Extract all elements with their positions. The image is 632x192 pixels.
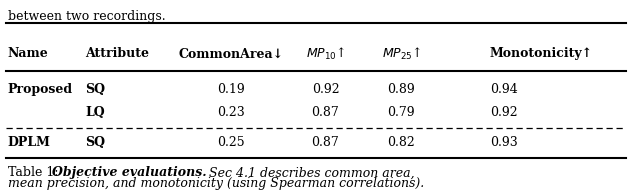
Text: Attribute: Attribute [85,47,149,60]
Text: 0.23: 0.23 [217,106,245,119]
Text: $\mathit{MP}_{10}$↑: $\mathit{MP}_{10}$↑ [306,46,345,62]
Text: DPLM: DPLM [8,136,51,149]
Text: CommonArea↓: CommonArea↓ [178,47,283,60]
Text: $\mathit{MP}_{25}$↑: $\mathit{MP}_{25}$↑ [382,46,421,62]
Text: Table 1:: Table 1: [8,166,62,179]
Text: between two recordings.: between two recordings. [8,10,165,23]
Text: mean precision, and monotonicity (using Spearman correlations).: mean precision, and monotonicity (using … [8,177,424,190]
Text: Objective evaluations.: Objective evaluations. [52,166,207,179]
Text: 0.89: 0.89 [387,83,415,96]
Text: 0.92: 0.92 [312,83,339,96]
Text: 0.82: 0.82 [387,136,415,149]
Text: 0.87: 0.87 [312,136,339,149]
Text: 0.25: 0.25 [217,136,245,149]
Text: Sec 4.1 describes common area,: Sec 4.1 describes common area, [205,166,415,179]
Text: 0.92: 0.92 [490,106,518,119]
Text: 0.93: 0.93 [490,136,518,149]
Text: Name: Name [8,47,48,60]
Text: SQ: SQ [85,136,106,149]
Text: 0.79: 0.79 [387,106,415,119]
Text: SQ: SQ [85,83,106,96]
Text: 0.87: 0.87 [312,106,339,119]
Text: LQ: LQ [85,106,105,119]
Text: Proposed: Proposed [8,83,73,96]
Text: 0.19: 0.19 [217,83,245,96]
Text: 0.94: 0.94 [490,83,518,96]
Text: Monotonicity↑: Monotonicity↑ [490,47,593,60]
